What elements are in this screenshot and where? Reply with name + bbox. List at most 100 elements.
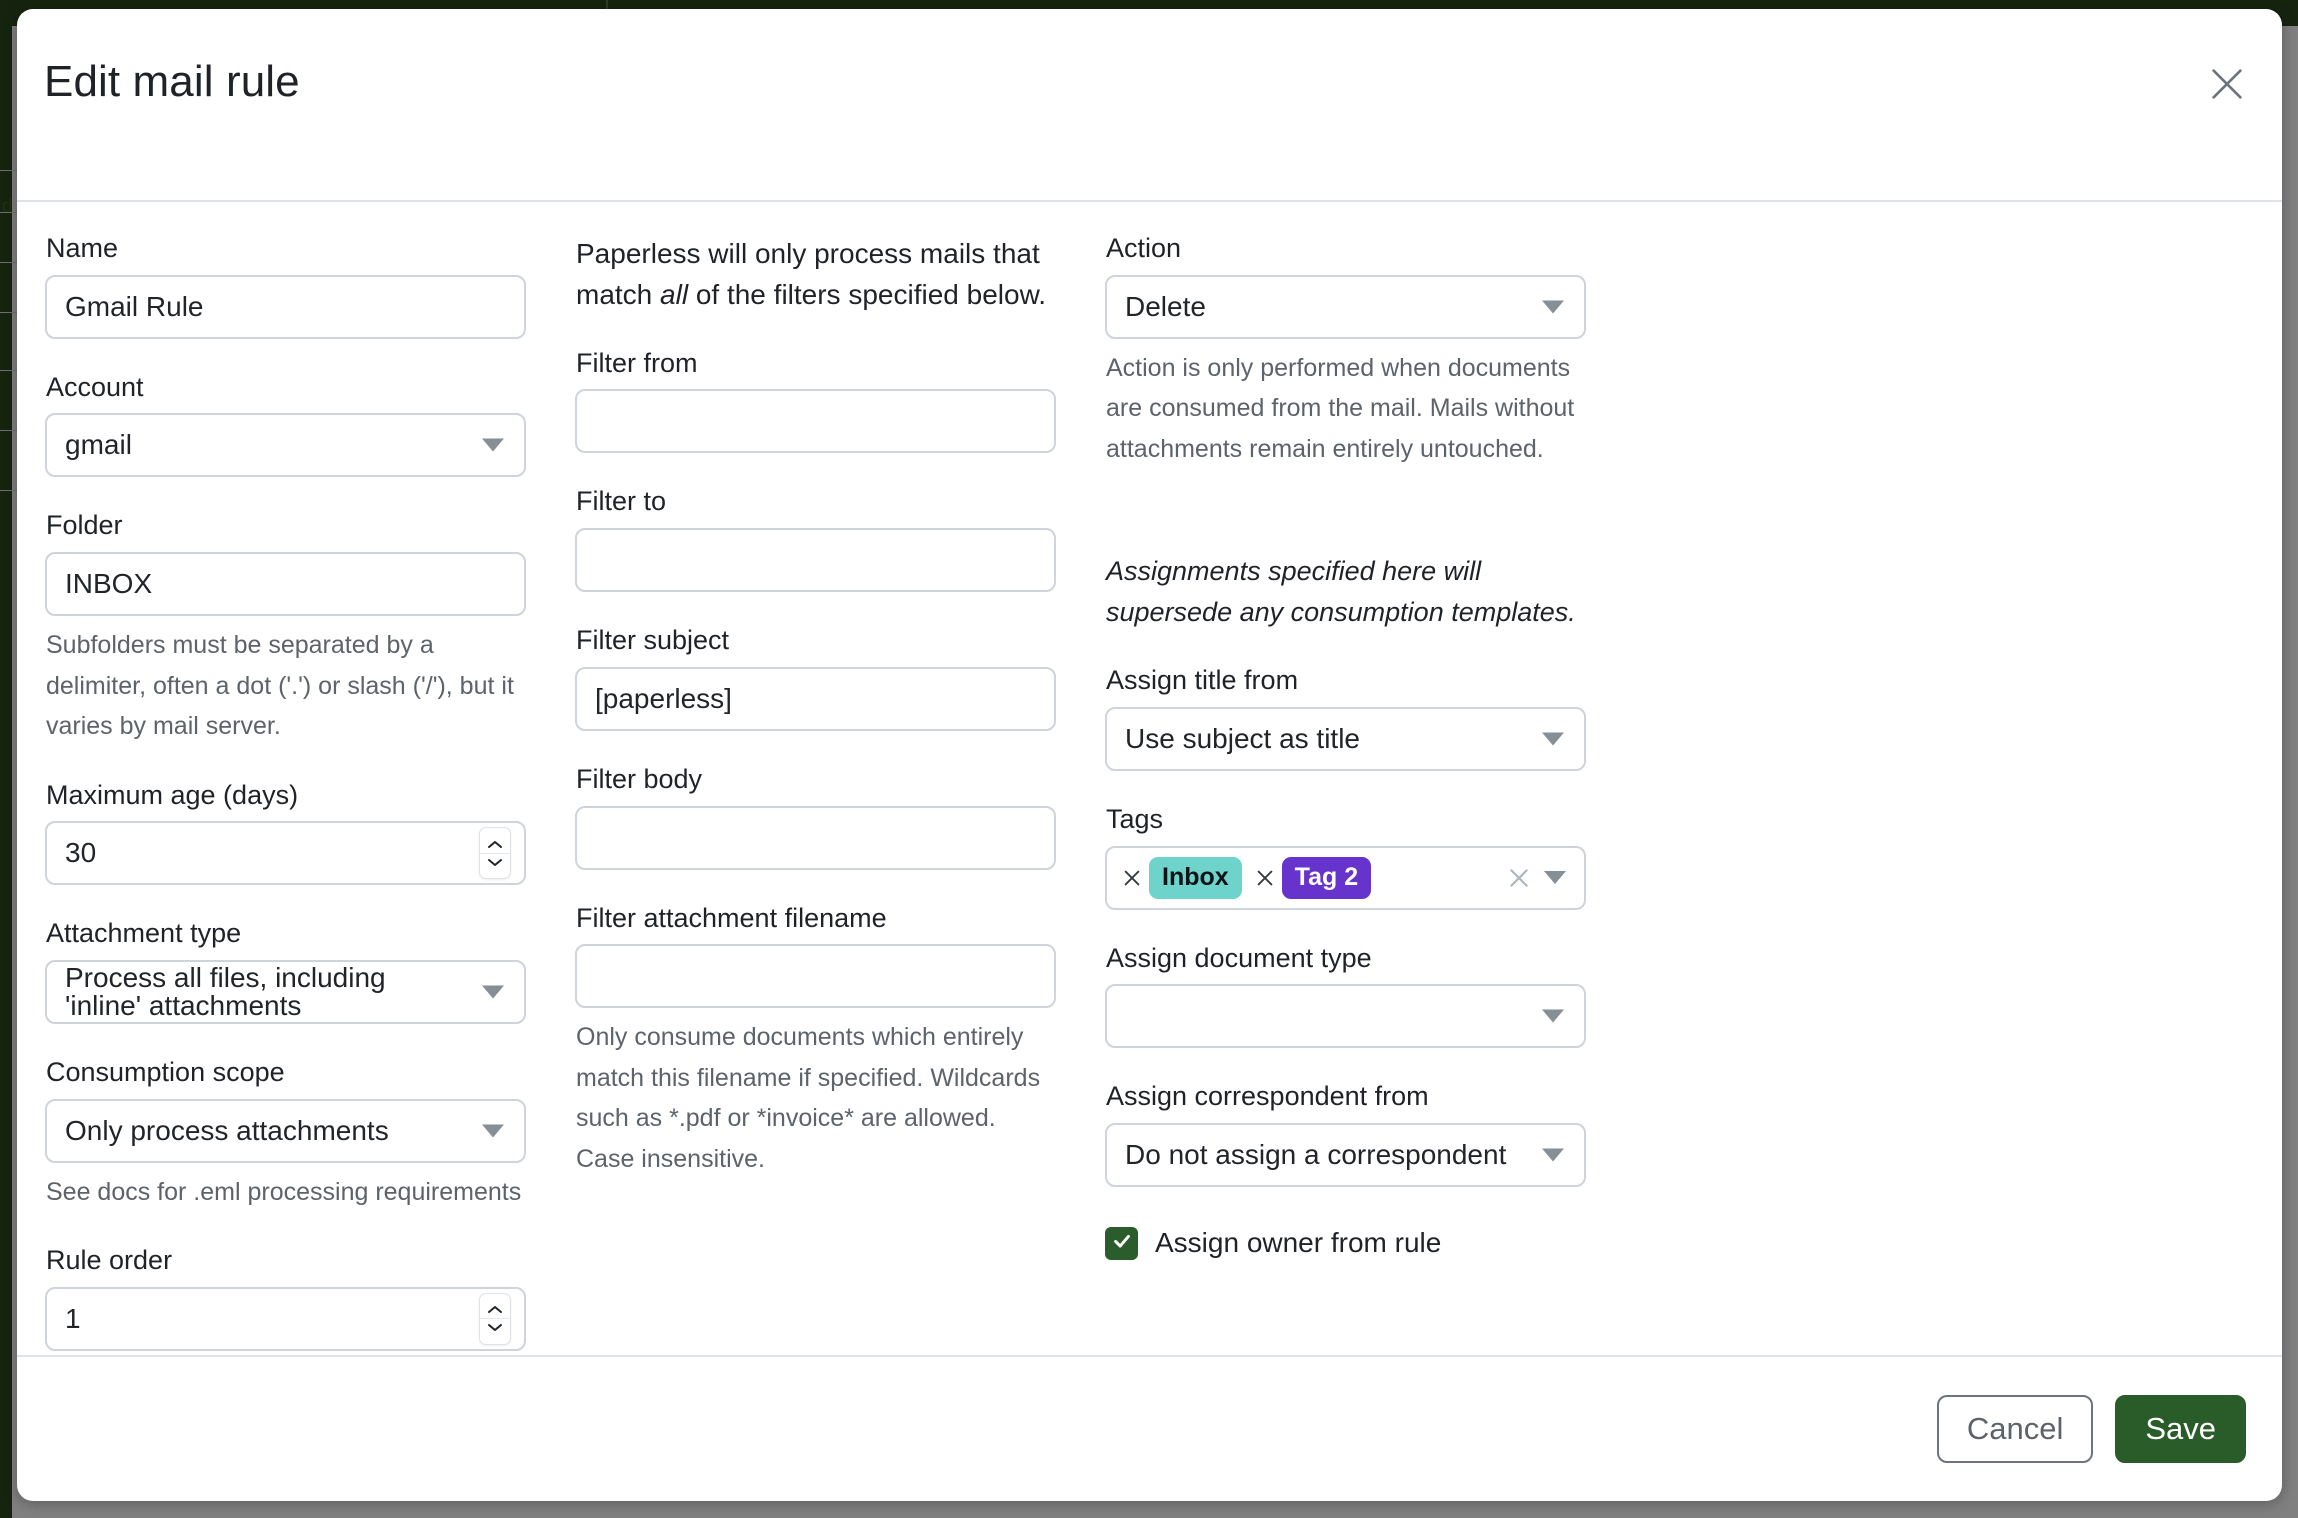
backdrop-row-line — [0, 370, 30, 371]
tags-multiselect[interactable]: Inbox Tag 2 — [1105, 845, 1586, 910]
tags-controls — [1502, 861, 1584, 895]
filter-attachment-filename-helper-text: Only consume documents which entirely ma… — [576, 1023, 1041, 1173]
backdrop-row-line — [0, 490, 30, 491]
field-action: Action Delete Action is only performed w… — [1105, 233, 1586, 469]
cancel-button[interactable]: Cancel — [1936, 1395, 2094, 1463]
field-tags: Tags Inbox Tag 2 — [1105, 804, 1586, 910]
clear-all-tags-icon[interactable] — [1502, 861, 1536, 895]
field-folder: Folder INBOX Subfolders must be separate… — [45, 511, 526, 746]
chevron-up-icon[interactable] — [487, 840, 503, 849]
label-action: Action — [1106, 233, 1182, 263]
field-filter-attachment-filename: Filter attachment filename Only consume … — [575, 902, 1056, 1180]
label-filter-attachment-filename: Filter attachment filename — [576, 902, 887, 933]
assign-owner-from-rule-label: Assign owner from rule — [1155, 1227, 1442, 1259]
app-sidebar — [0, 26, 12, 1518]
filter-to-input[interactable] — [575, 528, 1056, 593]
filter-from-input[interactable] — [575, 389, 1056, 454]
remove-tag-icon[interactable] — [1115, 861, 1149, 895]
chevron-down-icon — [482, 985, 504, 999]
folder-input[interactable]: INBOX — [45, 552, 526, 617]
chevron-down-icon — [482, 438, 504, 452]
tag-chip[interactable]: Inbox — [1149, 856, 1242, 899]
assign-owner-from-rule-checkbox[interactable] — [1105, 1226, 1138, 1260]
rule-order-value: 1 — [65, 1302, 81, 1334]
attachment-type-select[interactable]: Process all files, including 'inline' at… — [45, 959, 526, 1024]
account-select[interactable]: gmail — [45, 413, 526, 478]
tags-chip-list: Inbox Tag 2 — [1115, 856, 1502, 899]
intro-emphasis: all — [660, 278, 689, 310]
consumption-scope-helper-text: See docs for .eml processing requirement… — [46, 1177, 522, 1206]
action-helper-text: Action is only performed when documents … — [1106, 353, 1575, 463]
chevron-down-icon — [1542, 1009, 1564, 1023]
maximum-age-stepper[interactable]: 30 — [45, 821, 526, 886]
filter-subject-input[interactable]: [paperless] — [575, 666, 1056, 731]
stepper-arrows[interactable] — [479, 827, 511, 880]
label-folder: Folder — [46, 510, 123, 541]
label-filter-subject: Filter subject — [576, 625, 730, 656]
save-button[interactable]: Save — [2115, 1395, 2246, 1463]
assign-owner-from-rule-row[interactable]: Assign owner from rule — [1105, 1226, 1586, 1260]
chevron-down-icon — [1542, 732, 1564, 746]
label-filter-to: Filter to — [576, 486, 667, 517]
right-column: Action Delete Action is only performed w… — [1105, 233, 1586, 1351]
stepper-divider — [480, 1318, 510, 1320]
action-select[interactable]: Delete — [1105, 274, 1586, 339]
assign-title-from-select[interactable]: Use subject as title — [1105, 706, 1586, 771]
field-consumption-scope: Consumption scope Only process attachmen… — [45, 1056, 526, 1212]
label-consumption-scope: Consumption scope — [46, 1056, 285, 1087]
filters-intro-text: Paperless will only process mails that m… — [576, 234, 1056, 316]
maximum-age-value: 30 — [65, 837, 97, 869]
backdrop-row-line — [0, 262, 30, 263]
check-icon — [1111, 1230, 1133, 1257]
chevron-down-icon[interactable] — [487, 858, 503, 867]
label-maximum-age: Maximum age (days) — [46, 779, 299, 810]
account-select-value: gmail — [65, 429, 132, 461]
edit-mail-rule-dialog: Edit mail rule Name Gmail Rule — [17, 9, 2282, 1501]
label-assign-title-from: Assign title from — [1106, 665, 1299, 696]
close-icon — [2207, 64, 2247, 107]
middle-column: Paperless will only process mails that m… — [575, 234, 1056, 1351]
field-attachment-type: Attachment type Process all files, inclu… — [45, 919, 526, 1024]
label-rule-order: Rule order — [46, 1245, 173, 1276]
assign-correspondent-from-value: Do not assign a correspondent — [1125, 1138, 1507, 1170]
folder-helper-text: Subfolders must be separated by a delimi… — [46, 631, 514, 741]
label-assign-correspondent-from: Assign correspondent from — [1106, 1081, 1429, 1112]
folder-input-value: INBOX — [65, 568, 153, 600]
left-column: Name Gmail Rule Account gmail Folder — [45, 233, 526, 1351]
stepper-divider — [480, 852, 510, 854]
remove-tag-icon[interactable] — [1248, 861, 1282, 895]
field-name: Name Gmail Rule — [45, 233, 526, 339]
label-filter-body: Filter body — [576, 763, 703, 794]
filter-body-input[interactable] — [575, 805, 1056, 870]
label-name: Name — [46, 233, 119, 263]
chevron-down-icon[interactable] — [1544, 871, 1566, 885]
field-assign-correspondent-from: Assign correspondent from Do not assign … — [1105, 1082, 1586, 1187]
stepper-arrows[interactable] — [479, 1292, 511, 1345]
assign-correspondent-from-select[interactable]: Do not assign a correspondent — [1105, 1122, 1586, 1187]
dialog-footer: Cancel Save — [17, 1355, 2282, 1501]
chevron-down-icon — [1542, 300, 1564, 314]
label-filter-from: Filter from — [576, 347, 698, 378]
consumption-scope-select[interactable]: Only process attachments — [45, 1098, 526, 1163]
close-button[interactable] — [2198, 56, 2256, 114]
field-filter-from: Filter from — [575, 347, 1056, 454]
consumption-scope-value: Only process attachments — [65, 1114, 389, 1146]
chevron-down-icon — [1542, 1148, 1564, 1162]
action-select-value: Delete — [1125, 290, 1206, 322]
backdrop-row-line — [0, 430, 30, 431]
chevron-up-icon[interactable] — [487, 1305, 503, 1314]
chevron-down-icon[interactable] — [487, 1323, 503, 1332]
field-filter-subject: Filter subject [paperless] — [575, 625, 1056, 731]
filter-subject-value: [paperless] — [595, 682, 732, 714]
assign-document-type-select[interactable] — [1105, 984, 1586, 1049]
backdrop-row-line — [0, 312, 30, 313]
label-account: Account — [46, 371, 144, 402]
field-assign-document-type: Assign document type — [1105, 943, 1586, 1049]
attachment-type-value: Process all files, including 'inline' at… — [65, 961, 386, 1021]
chevron-down-icon — [482, 1124, 504, 1138]
rule-order-stepper[interactable]: 1 — [45, 1286, 526, 1351]
label-attachment-type: Attachment type — [46, 918, 242, 949]
tag-chip[interactable]: Tag 2 — [1281, 856, 1372, 899]
filter-attachment-filename-input[interactable] — [575, 944, 1056, 1009]
name-input[interactable]: Gmail Rule — [45, 274, 526, 339]
